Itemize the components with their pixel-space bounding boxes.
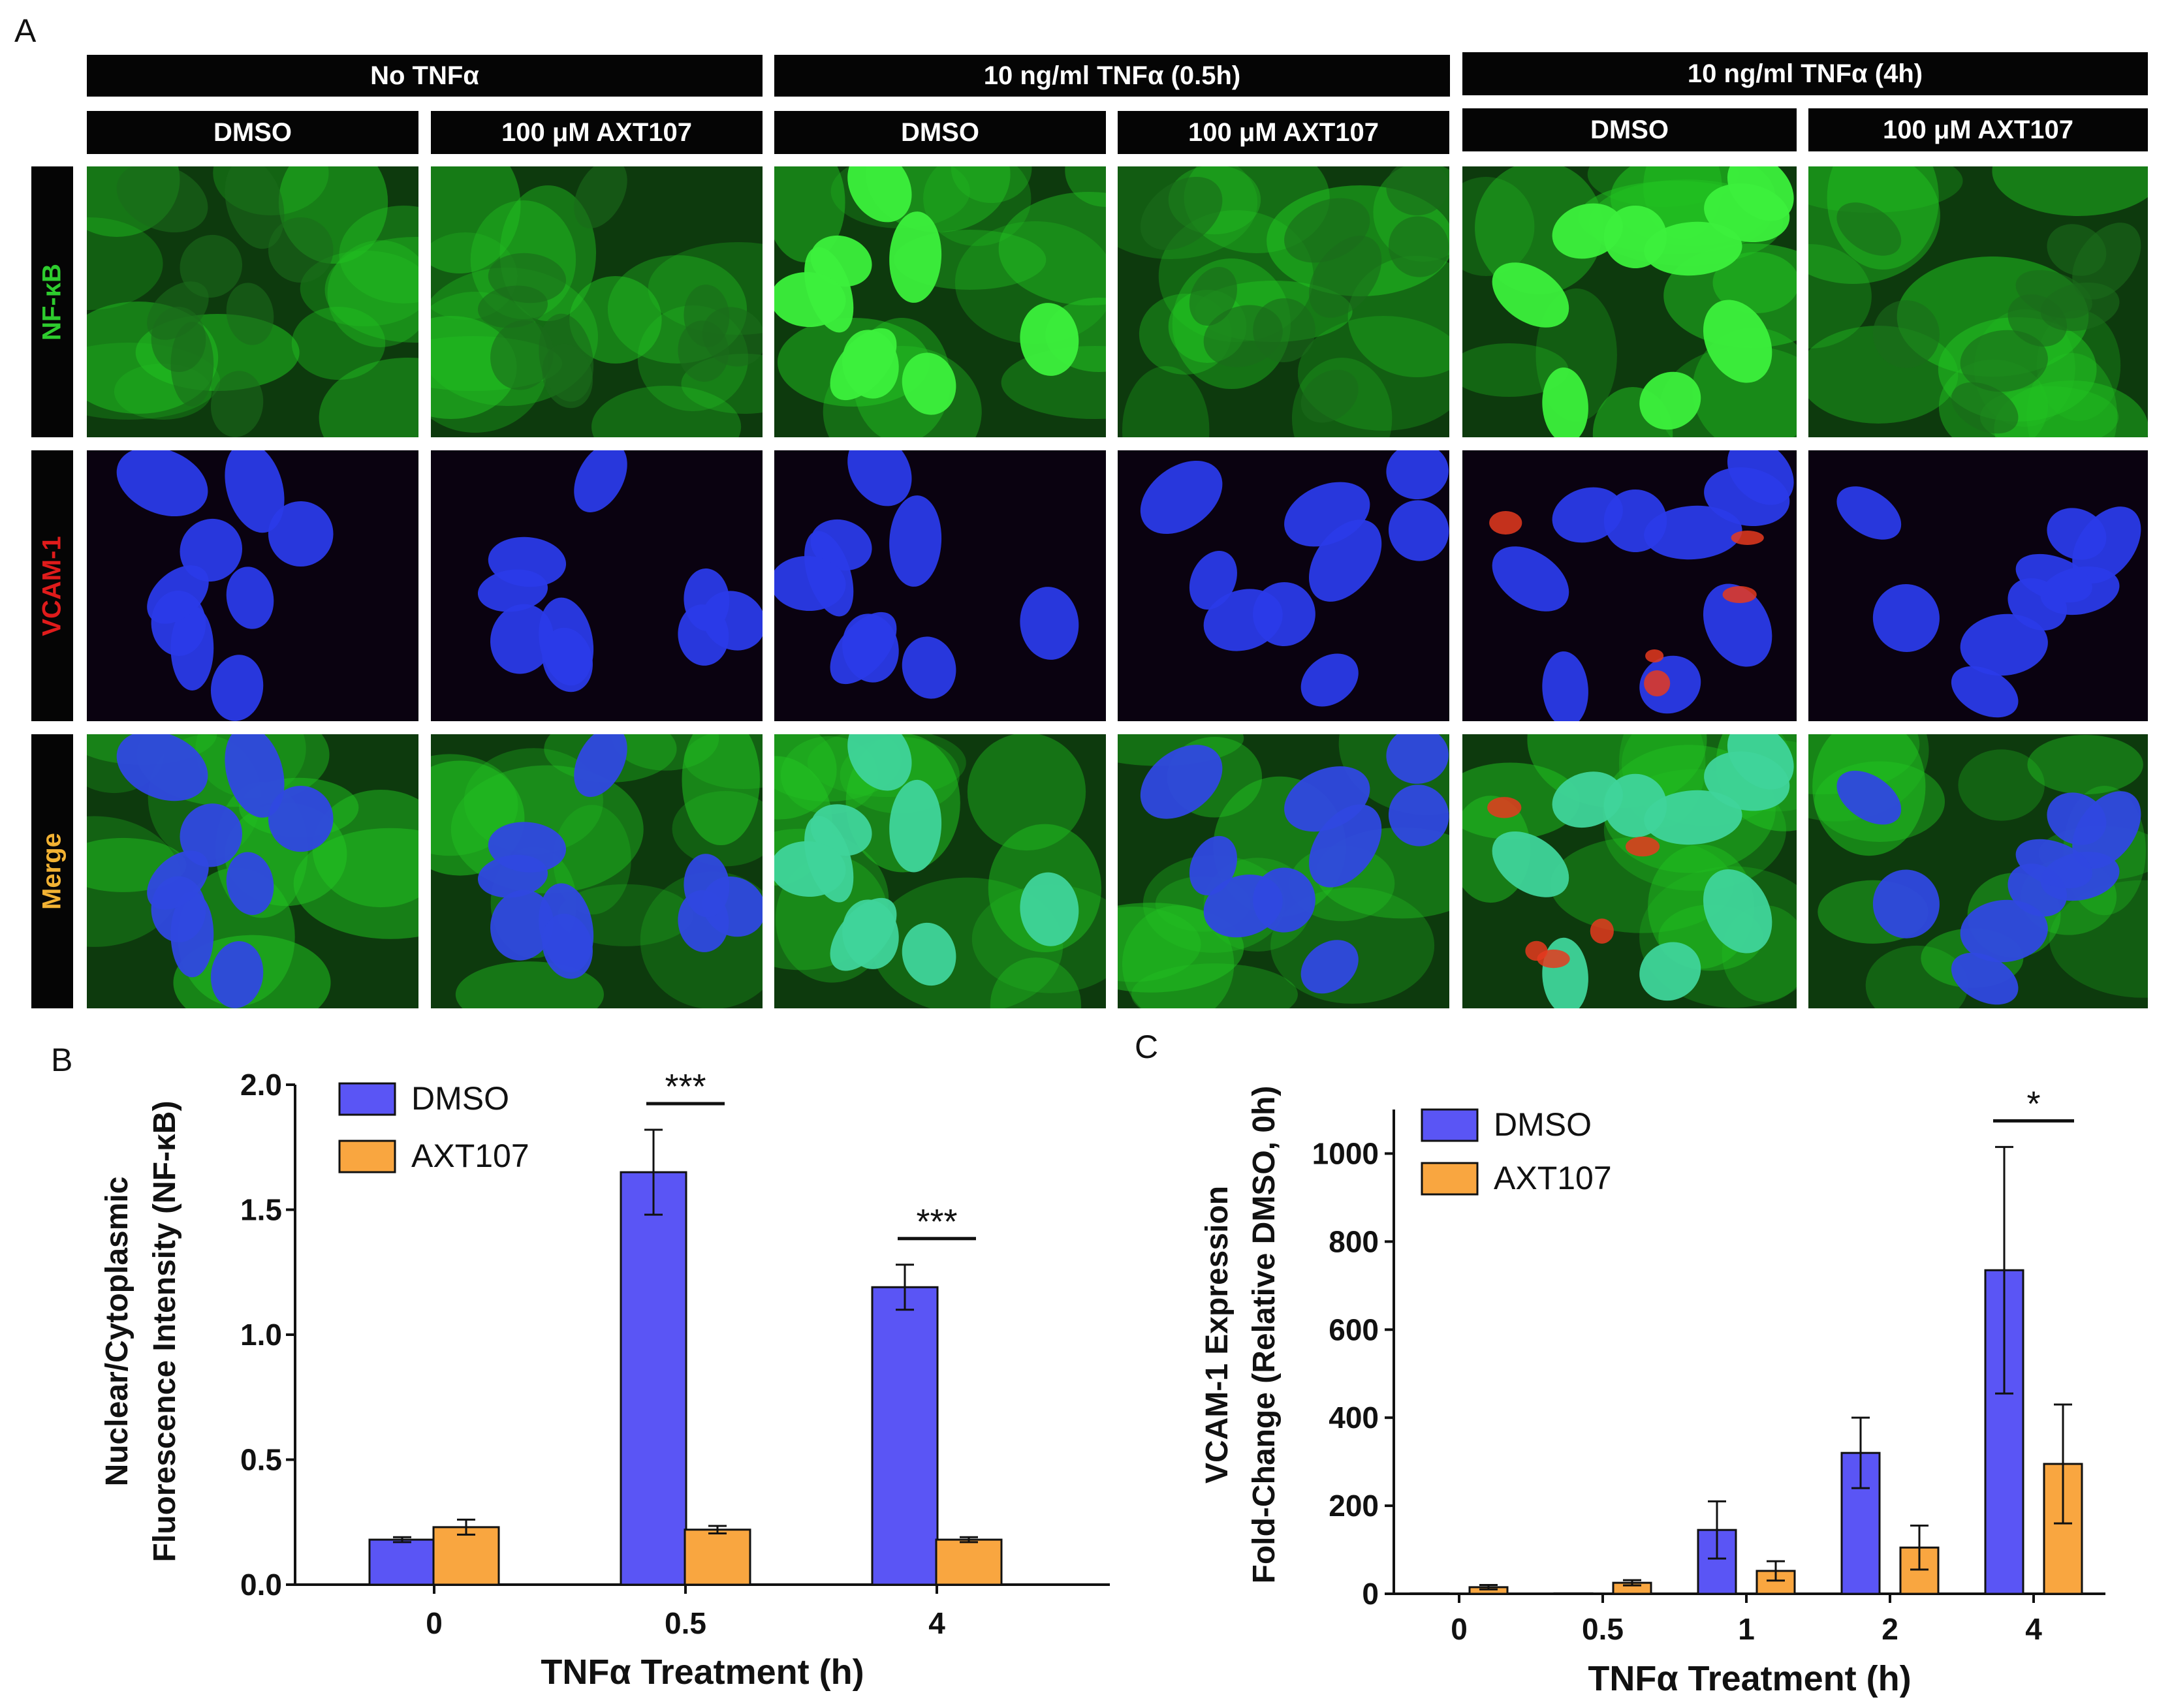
row-label-vcam1: VCAM-1 xyxy=(31,450,73,721)
chart-c-y-tick-label: 600 xyxy=(1329,1312,1379,1346)
chart-c-bar-dmso xyxy=(1409,1592,1450,1595)
chart-b-y-tick-label: 0.0 xyxy=(240,1568,282,1602)
chart-c-bar-dmso xyxy=(1553,1592,1594,1595)
chart-b-y-axis-label-line: Fluorescence Intensity (NF-κB) xyxy=(148,1101,182,1562)
chart-c-legend-swatch-axt107 xyxy=(1421,1162,1479,1196)
treatment-header-3: DMSO xyxy=(774,111,1106,154)
chart-c-significance-label: * xyxy=(2026,1084,2040,1123)
chart-b-bar-axt107 xyxy=(432,1526,500,1586)
chart-b-y-tick-label: 2.0 xyxy=(240,1068,282,1102)
chart-b-legend-swatch-axt107 xyxy=(338,1140,396,1173)
chart-b-y-tick-label: 1.5 xyxy=(240,1193,282,1227)
micrograph-tile-r1-c3 xyxy=(774,166,1106,437)
micrograph-tile-r3-c1 xyxy=(87,734,418,1008)
chart-b-y-tick-label: 0.5 xyxy=(240,1443,282,1477)
micrograph-tile-r1-c5 xyxy=(1462,166,1797,437)
micrograph-tile-r2-c6 xyxy=(1808,450,2148,721)
chart-c-x-tick-label: 0.5 xyxy=(1582,1612,1624,1646)
chart-c-y-tick-label: 1000 xyxy=(1312,1136,1379,1170)
panel-label-c: C xyxy=(1135,1029,1159,1065)
chart-b-bar-dmso xyxy=(368,1538,436,1586)
chart-c-y-axis-label-line: VCAM-1 Expression xyxy=(1200,1186,1235,1483)
chart-b-significance-label: *** xyxy=(665,1067,706,1106)
chart-c-legend-label-dmso: DMSO xyxy=(1494,1106,1592,1143)
micrograph-tile-r3-c6 xyxy=(1808,734,2148,1008)
treatment-header-5: DMSO xyxy=(1462,108,1797,151)
chart-b-legend-swatch-dmso xyxy=(338,1082,396,1116)
micrograph-tile-r2-c5 xyxy=(1462,450,1797,721)
chart-b-bar-axt107 xyxy=(935,1538,1003,1586)
chart-b-x-tick-label: 0.5 xyxy=(665,1606,706,1640)
chart-b-legend-label-axt107: AXT107 xyxy=(411,1138,529,1174)
chart-c-x-tick-label: 1 xyxy=(1738,1612,1755,1646)
chart-c-y-axis-label-line: Fold-Change (Relative DMSO, 0h) xyxy=(1247,1086,1282,1584)
chart-c-x-axis-label: TNFα Treatment (h) xyxy=(1588,1659,1911,1698)
treatment-header-2: 100 μM AXT107 xyxy=(431,111,763,154)
row-label-nfkb: NF-κB xyxy=(31,166,73,437)
micrograph-tile-r1-c6 xyxy=(1808,166,2148,437)
micrograph-tile-r1-c1 xyxy=(87,166,418,437)
micrograph-tile-r2-c4 xyxy=(1118,450,1449,721)
treatment-header-6: 100 μM AXT107 xyxy=(1808,108,2148,151)
chart-b-significance-label: *** xyxy=(916,1202,957,1241)
chart-c-x-tick-label: 4 xyxy=(2025,1612,2042,1646)
condition-header-tnf-0-5h: 10 ng/ml TNFα (0.5h) xyxy=(774,55,1450,97)
chart-c-legend-label-axt107: AXT107 xyxy=(1494,1160,1612,1196)
chart-c-y-tick-label: 400 xyxy=(1329,1401,1379,1435)
chart-b-bar-dmso xyxy=(871,1286,939,1586)
chart-b-x-tick-label: 0 xyxy=(426,1606,443,1640)
micrograph-tile-r3-c4 xyxy=(1118,734,1449,1008)
condition-header-tnf-4h: 10 ng/ml TNFα (4h) xyxy=(1462,52,2148,95)
micrograph-tile-r2-c2 xyxy=(431,450,763,721)
row-label-merge: Merge xyxy=(31,734,73,1008)
chart-c-x-tick-label: 0 xyxy=(1451,1612,1468,1646)
chart-b-legend-label-dmso: DMSO xyxy=(411,1080,509,1117)
condition-header-no-tnf: No TNFα xyxy=(87,55,763,97)
chart-c-legend-swatch-dmso xyxy=(1421,1108,1479,1142)
chart-c-y-tick-label: 200 xyxy=(1329,1489,1379,1523)
chart-b-y-tick-label: 1.0 xyxy=(240,1318,282,1352)
micrograph-tile-r2-c1 xyxy=(87,450,418,721)
chart-b-x-tick-label: 4 xyxy=(928,1606,945,1640)
micrograph-tile-r3-c5 xyxy=(1462,734,1797,1008)
micrograph-tile-r3-c2 xyxy=(431,734,763,1008)
micrograph-tile-r2-c3 xyxy=(774,450,1106,721)
micrograph-tile-r1-c4 xyxy=(1118,166,1449,437)
panel-label-a: A xyxy=(14,12,37,49)
chart-c-y-tick-label: 800 xyxy=(1329,1224,1379,1258)
treatment-header-1: DMSO xyxy=(87,111,418,154)
treatment-header-4: 100 μM AXT107 xyxy=(1118,111,1449,154)
chart-b-x-axis-label: TNFα Treatment (h) xyxy=(541,1653,864,1692)
micrograph-tile-r3-c3 xyxy=(774,734,1106,1008)
chart-c-x-tick-label: 2 xyxy=(1881,1612,1898,1646)
chart-b-bar-axt107 xyxy=(684,1529,751,1586)
chart-c-y-tick-label: 0 xyxy=(1362,1577,1379,1611)
chart-b-y-axis-label-line: Nuclear/Cytoplasmic xyxy=(100,1177,134,1487)
chart-b-bar-dmso xyxy=(620,1171,687,1586)
panel-label-b: B xyxy=(51,1042,73,1078)
micrograph-tile-r1-c2 xyxy=(431,166,763,437)
